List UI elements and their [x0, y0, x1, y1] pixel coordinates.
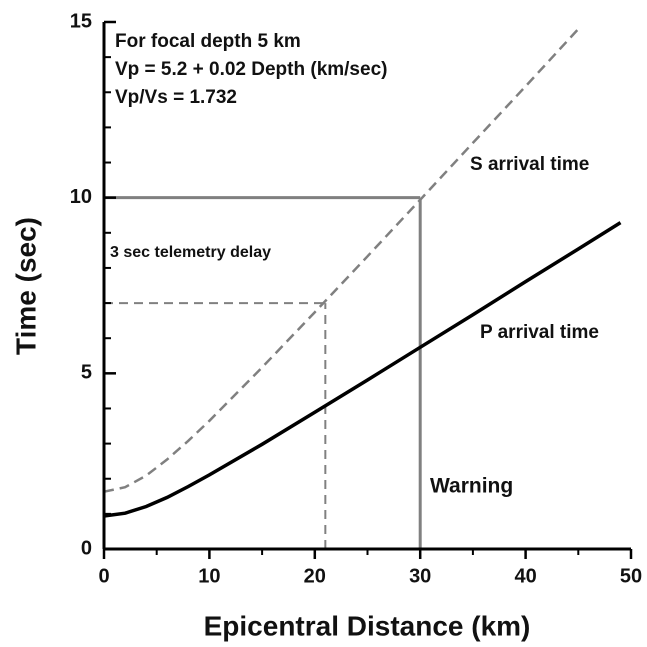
y-tick-label: 0 [81, 537, 92, 559]
x-axis-label: Epicentral Distance (km) [204, 610, 531, 641]
annotation: Vp/Vs = 1.732 [115, 87, 237, 108]
annotation: 3 sec telemetry delay [110, 244, 271, 261]
y-tick-label: 5 [81, 362, 92, 384]
annotation: Warning [430, 475, 513, 498]
series-line [103, 221, 622, 518]
x-tick-label: 0 [98, 565, 109, 587]
x-tick-label: 50 [620, 565, 642, 587]
x-tick-label: 20 [304, 565, 326, 587]
series-line [103, 28, 580, 493]
y-tick-label: 10 [70, 186, 92, 208]
series-label: S arrival time [470, 154, 589, 175]
series-label: P arrival time [480, 322, 599, 343]
x-tick-label: 40 [514, 565, 536, 587]
x-tick-label: 10 [198, 565, 220, 587]
annotation: For focal depth 5 km [115, 31, 301, 52]
annotation: Vp = 5.2 + 0.02 Depth (km/sec) [115, 59, 387, 80]
y-axis-label: Time (sec) [10, 217, 41, 355]
x-tick-label: 30 [409, 565, 431, 587]
y-tick-label: 15 [70, 10, 92, 32]
